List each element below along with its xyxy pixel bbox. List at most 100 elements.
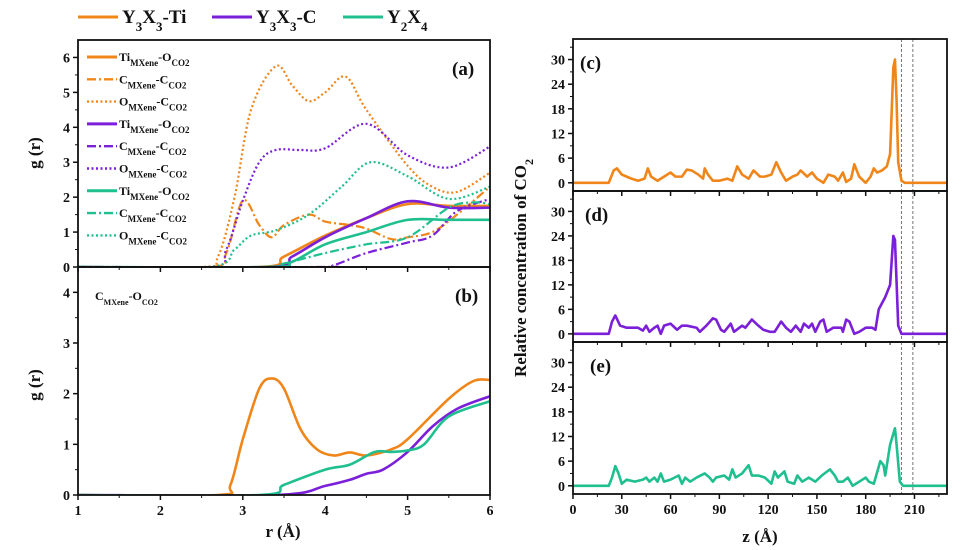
- y-tick-label: 18: [551, 254, 565, 269]
- series-line: [78, 197, 490, 267]
- top-legend: Y3X3-Ti Y3X3-C Y2X4: [78, 7, 428, 34]
- panel-label: (e): [590, 356, 611, 377]
- y-tick-label: 1: [63, 438, 70, 453]
- y-tick-label: 6: [63, 51, 70, 66]
- panel-label: (d): [585, 205, 608, 226]
- legend-item: CMXene-CCO2: [87, 72, 187, 90]
- series-line: [573, 234, 947, 336]
- right-ylabel: Relative concentration of CO2: [511, 159, 536, 377]
- panel-c: 0 6 12 18 24 30 (c): [551, 38, 948, 196]
- panel-label: (b): [455, 286, 478, 307]
- y-tick-label: 4: [63, 286, 70, 301]
- series-line: [78, 160, 490, 267]
- series-line: [78, 377, 490, 495]
- inner-legend: TiMXene-OCO2 CMXene-CCO2 OMXene-CCO2 TiMXen…: [87, 50, 190, 246]
- left-ylabel-a: g (r): [25, 137, 44, 169]
- legend-label: TiMXene-OCO2: [119, 184, 190, 202]
- legend-label: CMXene-CCO2: [119, 206, 187, 224]
- y-tick-label: 18: [551, 406, 565, 421]
- y-tick-label: 3: [63, 156, 70, 171]
- left-ylabel-b: g (r): [25, 369, 44, 401]
- y-tick-label: 6: [558, 152, 565, 167]
- legend-item: CMXene-CCO2: [87, 206, 187, 224]
- x-tick-label: 6: [487, 504, 494, 519]
- top-legend-item-y3x3-ti: Y3X3-Ti: [78, 7, 186, 34]
- x-tick-label: 0: [570, 503, 577, 518]
- x-tick-label: 1: [75, 504, 82, 519]
- y-tick-label: 0: [558, 480, 565, 495]
- legend-item: TiMXene-OCO2: [87, 50, 190, 68]
- series-line: [78, 122, 490, 267]
- panel-label: (a): [452, 59, 474, 80]
- legend-label: OMXene-CCO2: [119, 95, 188, 113]
- y-tick-label: 12: [551, 430, 565, 445]
- y-tick-label: 6: [558, 455, 565, 470]
- top-legend-item-y3x3-c: Y3X3-C: [212, 7, 317, 34]
- y-tick-label: 0: [63, 489, 70, 504]
- y-tick-label: 30: [551, 357, 565, 372]
- panel-b-annotation: CMXene-OCO2: [95, 289, 158, 307]
- x-tick-label: 180: [855, 503, 876, 518]
- x-tick-label: 30: [615, 503, 629, 518]
- series-line: [573, 58, 947, 185]
- y-tick-label: 0: [558, 177, 565, 192]
- legend-label: Y3X3-C: [256, 7, 317, 34]
- y-tick-label: 24: [551, 78, 565, 93]
- legend-item: TiMXene-OCO2: [87, 184, 190, 202]
- y-tick-label: 24: [551, 230, 565, 245]
- legend-label: OMXene-CCO2: [119, 162, 188, 180]
- y-tick-label: 30: [551, 54, 565, 69]
- legend-label: CMXene-CCO2: [119, 72, 187, 90]
- series-line: [78, 185, 490, 267]
- axes-frame: [572, 341, 948, 495]
- series-line: [573, 426, 947, 488]
- x-tick-label: 2: [157, 504, 164, 519]
- series-line: [78, 64, 490, 267]
- series-line: [78, 400, 490, 495]
- legend-label: TiMXene-OCO2: [119, 50, 190, 68]
- legend-item: OMXene-CCO2: [87, 95, 188, 113]
- panel-d: 0 6 12 18 24 30 (d): [551, 190, 948, 347]
- legend-item: OMXene-CCO2: [87, 162, 188, 180]
- x-tick-label: 60: [664, 503, 678, 518]
- y-tick-label: 5: [63, 86, 70, 101]
- legend-label: Y2X4: [387, 7, 428, 34]
- y-tick-label: 18: [551, 103, 565, 118]
- series-line: [78, 199, 490, 267]
- left-xlabel: r (Å): [265, 522, 300, 541]
- legend-item: OMXene-CCO2: [87, 228, 188, 246]
- y-tick-label: 4: [63, 121, 70, 136]
- series-line: [78, 201, 490, 267]
- x-tick-label: 5: [404, 504, 411, 519]
- panels: 0123456(a)TiMXene-OCO2CMXene-CCO2OMXene-…: [63, 38, 948, 519]
- x-tick-label: 210: [904, 503, 925, 518]
- right-xlabel: z (Å): [742, 527, 777, 546]
- x-tick-label: 90: [712, 503, 726, 518]
- x-tick-label: 150: [806, 503, 827, 518]
- y-tick-label: 12: [551, 279, 565, 294]
- panel-label: (c): [580, 53, 601, 74]
- x-tick-label: 4: [322, 504, 329, 519]
- top-legend-item-y2x4: Y2X4: [343, 7, 428, 34]
- series-line: [78, 217, 490, 267]
- legend-label: TiMXene-OCO2: [119, 117, 190, 135]
- x-tick-label: 3: [239, 504, 246, 519]
- x-tick-label: 120: [758, 503, 779, 518]
- legend-label: OMXene-CCO2: [119, 228, 188, 246]
- y-tick-label: 6: [558, 303, 565, 318]
- panel-e: 0 6 12 18 24 30 0 30 60 90 120 150 180 210 (e): [551, 341, 948, 518]
- series-line: [78, 394, 490, 495]
- legend-label: CMXene-CCO2: [119, 139, 187, 157]
- y-tick-label: 0: [558, 328, 565, 343]
- legend-item: TiMXene-OCO2: [87, 117, 190, 135]
- y-tick-label: 3: [63, 337, 70, 352]
- panel-a: 0 1 2 3 4 5 6 (a) TiMXene-OCO2 CMXene-CCO2 OMXene-…: [63, 39, 491, 276]
- y-tick-label: 0: [63, 261, 70, 276]
- legend-item: CMXene-CCO2: [87, 139, 187, 157]
- y-tick-label: 1: [63, 226, 70, 241]
- y-tick-label: 30: [551, 205, 565, 220]
- y-tick-label: 24: [551, 381, 565, 396]
- y-tick-label: 2: [63, 388, 70, 403]
